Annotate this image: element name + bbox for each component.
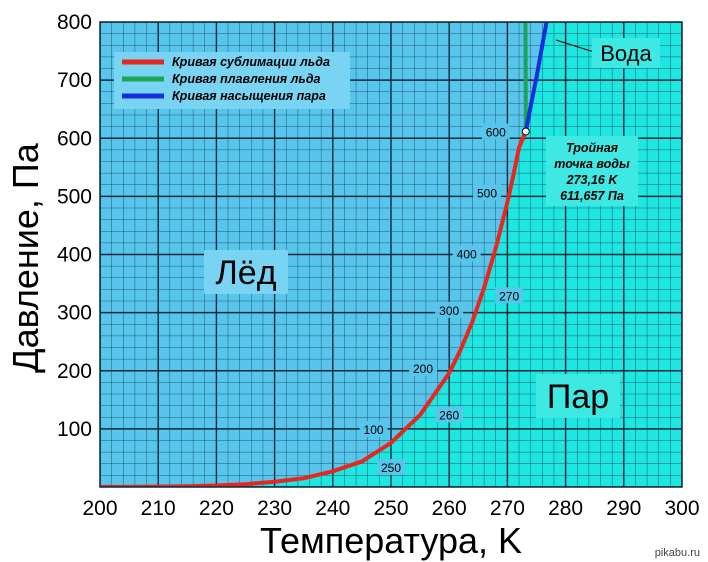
- ice-label: Лёд: [215, 254, 276, 292]
- y-tick-label: 800: [57, 11, 92, 34]
- curve-marker-box: [377, 458, 405, 475]
- curve-marker-label: 260: [439, 409, 459, 423]
- curve-marker-box: [452, 245, 481, 262]
- x-tick-labels: 200 210 220 230 240 250 260 270 280 290 300: [82, 497, 699, 520]
- y-tick-label: 200: [57, 360, 92, 383]
- legend-label-saturation: Кривая насыщения пара: [172, 89, 326, 103]
- x-tick-label: 290: [606, 497, 641, 520]
- curve-marker-label: 600: [486, 125, 506, 139]
- triple-point-line-3: 273,16 K: [566, 173, 619, 187]
- series-line-2: [523, 22, 549, 134]
- x-tick-label: 280: [548, 497, 583, 520]
- x-tick-label: 220: [199, 497, 234, 520]
- triple-point-line-1: Тройная: [566, 141, 619, 155]
- watermark: pikabu.ru: [655, 547, 700, 559]
- y-tick-label: 100: [57, 418, 92, 441]
- curve-marker-label: 250: [381, 461, 401, 475]
- y-tick-label: 700: [57, 69, 92, 92]
- y-axis-title: Давление, Па: [5, 142, 46, 373]
- series-lines: [100, 22, 549, 487]
- curve-value-markers: 600 500 400 300 200 100 270 260 250: [359, 123, 524, 475]
- vapor-label: Пар: [547, 378, 609, 416]
- curve-marker-box: [435, 406, 464, 423]
- curve-marker-label: 270: [499, 289, 519, 303]
- x-tick-label: 210: [141, 497, 176, 520]
- y-tick-label: 600: [57, 127, 92, 150]
- water-label-box: [592, 38, 660, 68]
- curve-marker-label: 200: [413, 362, 433, 376]
- curve-marker-label: 500: [477, 186, 497, 200]
- curve-marker-box: [473, 184, 502, 201]
- triple-point-marker: [521, 127, 530, 136]
- x-tick-label: 250: [373, 497, 408, 520]
- x-axis-title: Температура, K: [260, 520, 522, 561]
- ice-label-box: [204, 250, 288, 294]
- triple-point-line-2: точка воды: [554, 157, 630, 171]
- curve-marker-box: [409, 360, 438, 377]
- x-tick-label: 300: [664, 497, 699, 520]
- triple-point-line-4: 611,657 Па: [560, 189, 624, 203]
- curve-marker-label: 400: [457, 248, 477, 262]
- y-tick-label: 300: [57, 302, 92, 325]
- x-tick-label: 240: [315, 497, 350, 520]
- y-tick-labels: 100 200 300 400 500 600 700 800: [57, 11, 92, 441]
- curve-marker-box: [481, 123, 510, 140]
- water-label: Вода: [600, 41, 652, 66]
- curve-marker-box: [495, 287, 524, 304]
- x-tick-label: 270: [490, 497, 525, 520]
- legend-label-sublimation: Кривая сублимации льда: [172, 55, 330, 69]
- triple-point-box: [546, 136, 638, 206]
- curve-marker-label: 100: [364, 423, 384, 437]
- curve-marker-box: [359, 421, 388, 438]
- y-tick-label: 500: [57, 185, 92, 208]
- x-tick-label: 200: [82, 497, 117, 520]
- series-line-0: [100, 129, 528, 487]
- x-tick-label: 260: [432, 497, 467, 520]
- vapor-label-box: [536, 374, 620, 418]
- legend: Кривая сублимации льда Кривая плавления …: [114, 52, 350, 109]
- curve-marker-box: [435, 301, 464, 318]
- plot-frame: [99, 21, 683, 488]
- curve-marker-label: 300: [439, 304, 459, 318]
- water-leader-line: [555, 39, 595, 53]
- legend-label-melting: Кривая плавления льда: [172, 72, 321, 86]
- x-tick-label: 230: [257, 497, 292, 520]
- y-tick-label: 400: [57, 244, 92, 267]
